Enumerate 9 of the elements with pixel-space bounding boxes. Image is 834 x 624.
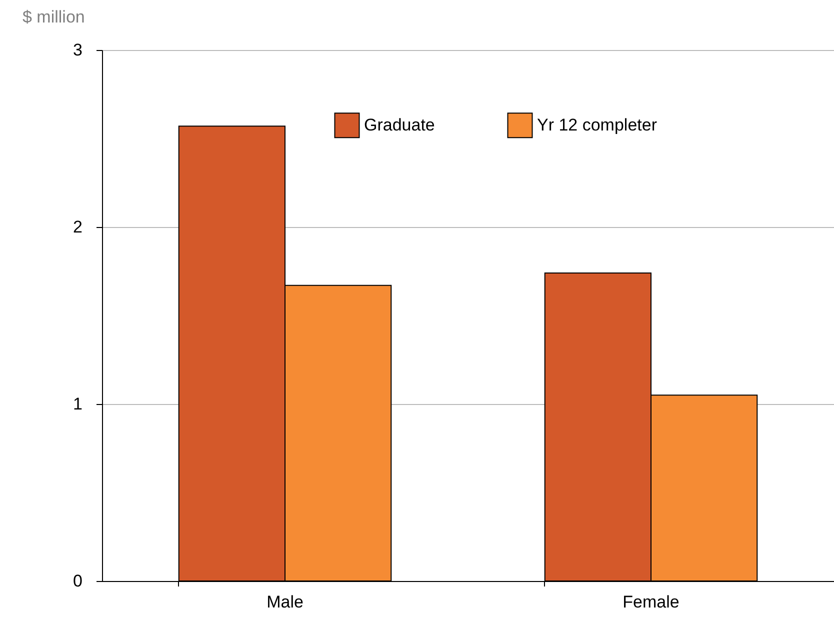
y-tick-label: 2	[73, 218, 82, 236]
legend-label: Graduate	[364, 115, 435, 134]
y-tick-label: 1	[73, 394, 82, 414]
legend-label: Yr 12 completer	[537, 115, 658, 134]
x-tick-label: Male	[266, 592, 304, 612]
y-tick-label: 3	[73, 40, 82, 60]
y-tick-label: 0	[73, 572, 82, 590]
y-axis-title: $ million	[22, 8, 85, 26]
x-tick-label: Female	[622, 592, 680, 612]
